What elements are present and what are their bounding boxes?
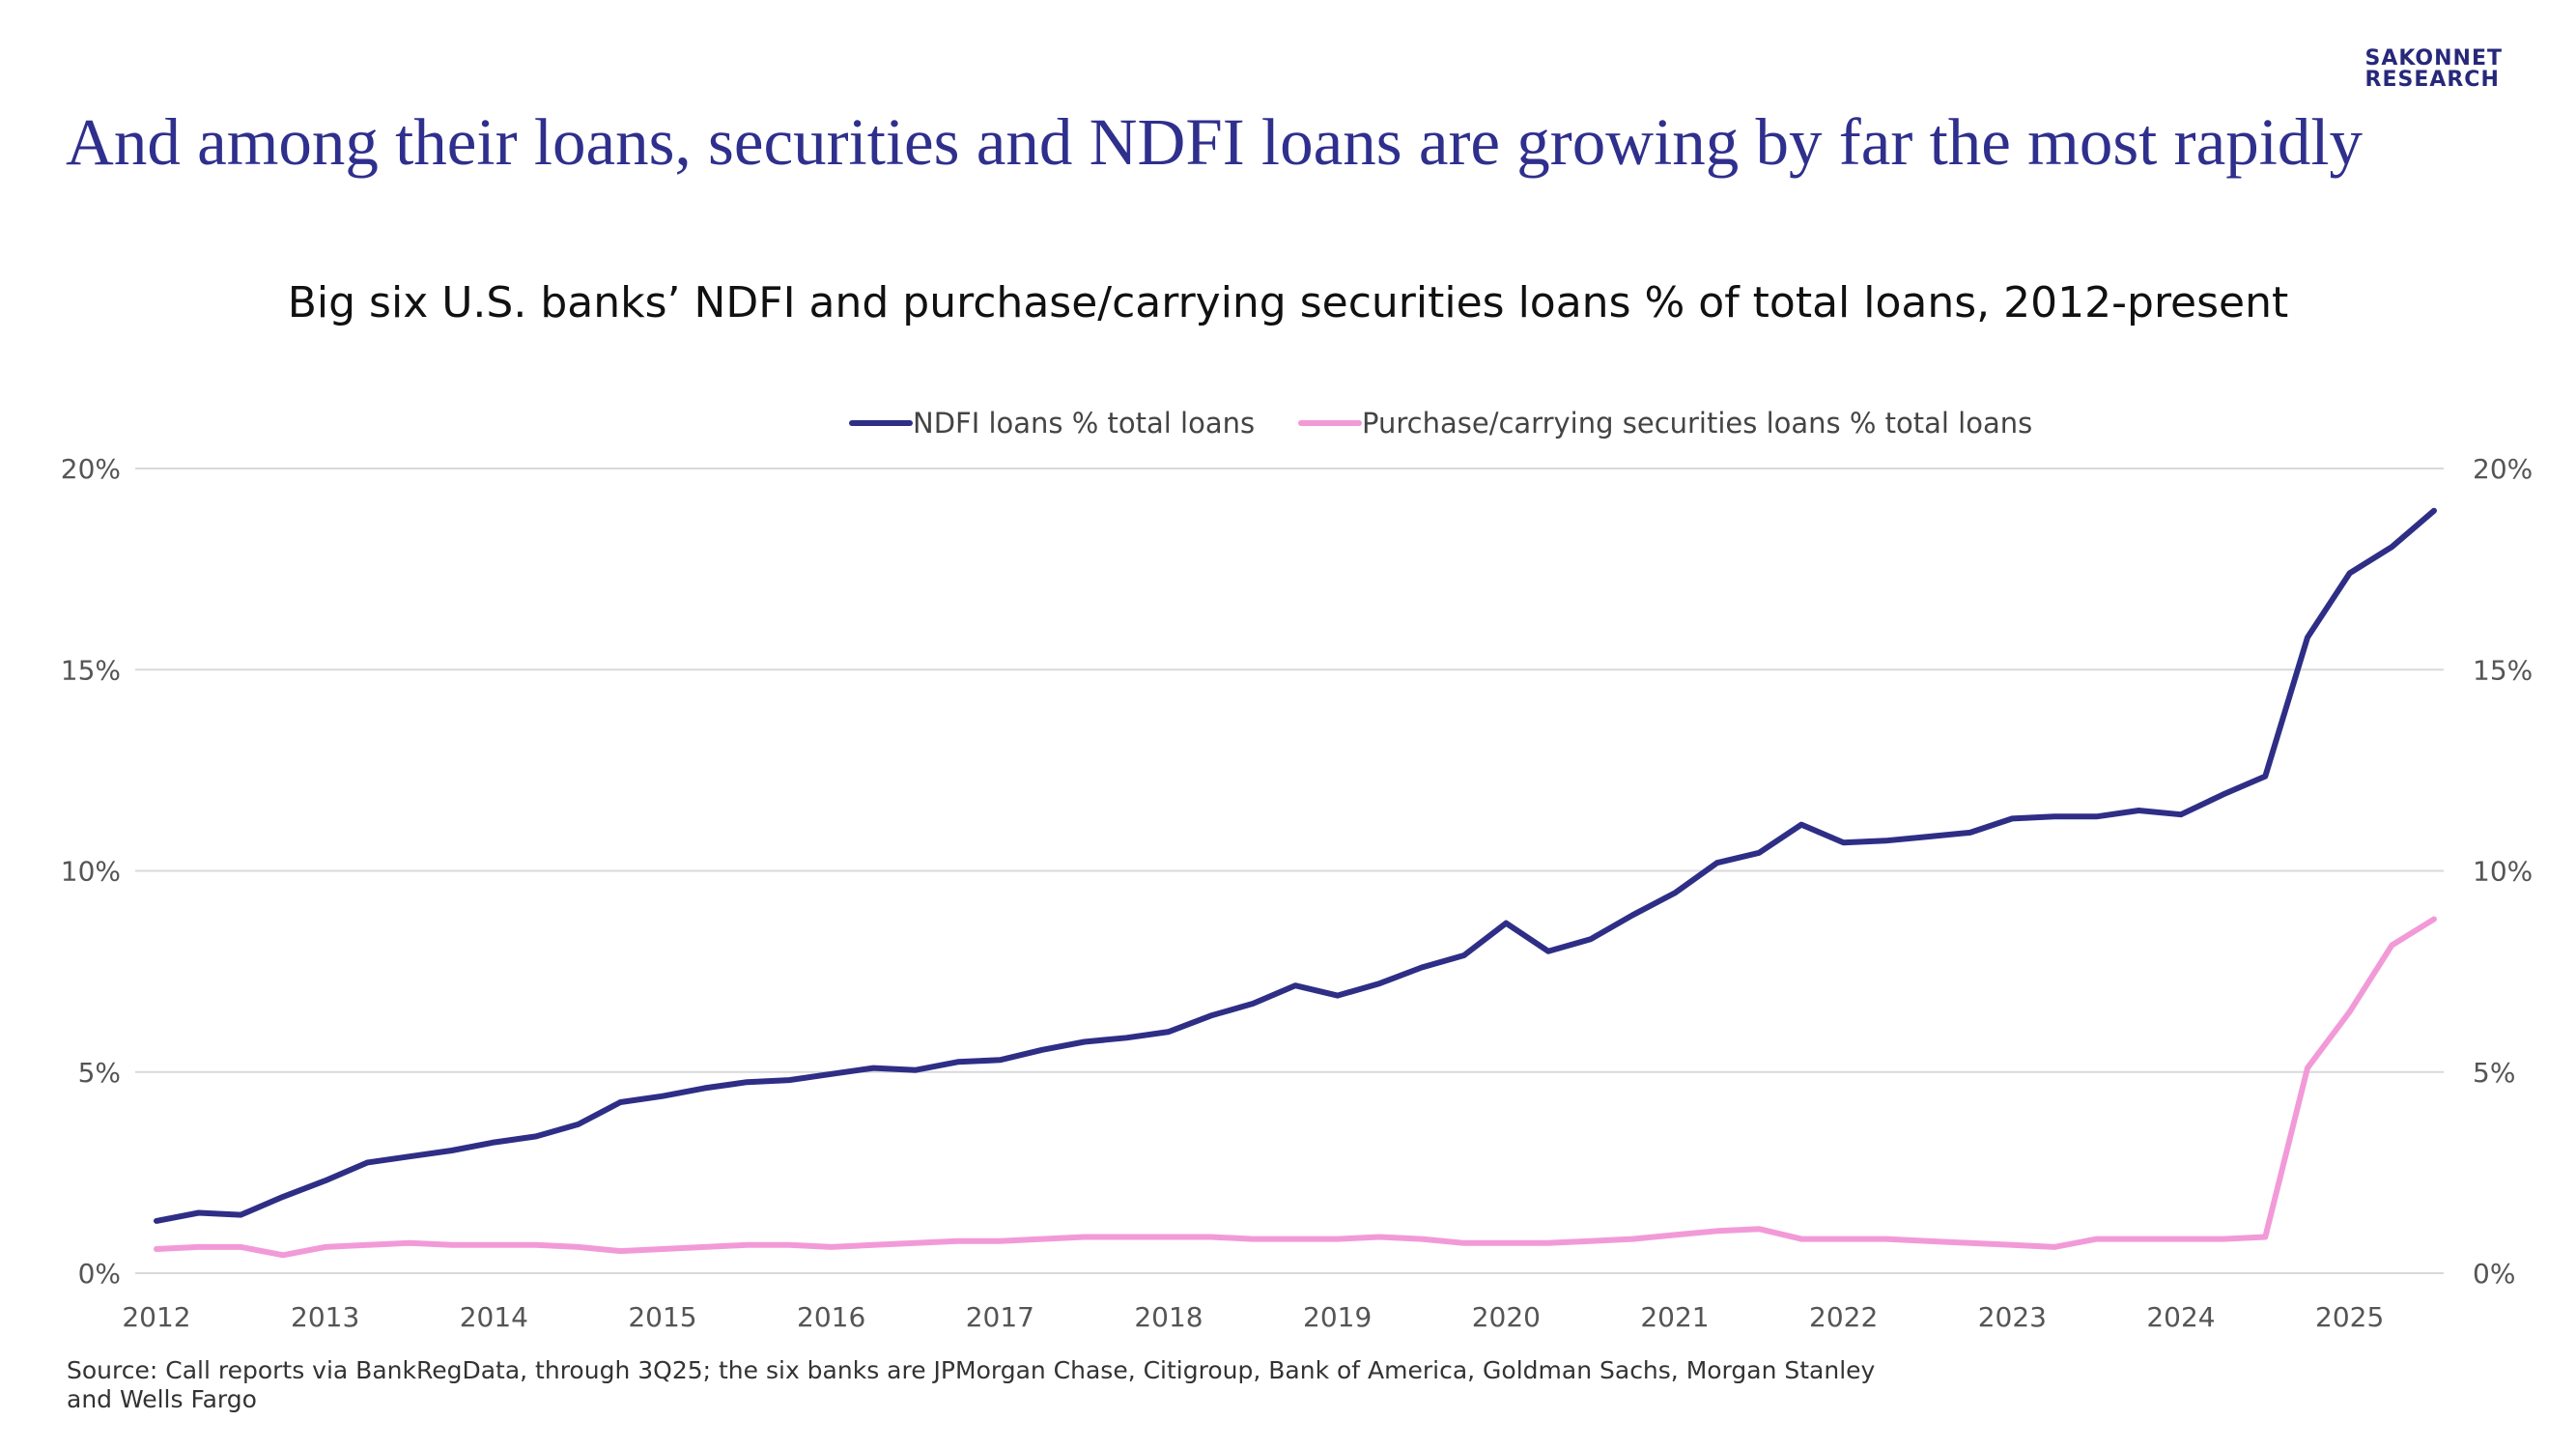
legend-label: Purchase/carrying securities loans % tot… [1362, 407, 2032, 440]
x-tick-label: 2013 [291, 1301, 359, 1333]
x-tick-label: 2020 [1472, 1301, 1541, 1333]
y-tick-label-left: 15% [61, 654, 121, 686]
series-line-securities [154, 916, 2437, 1259]
y-axis-right: 0% 5% 10% 15% 20% [2473, 453, 2533, 1290]
x-tick-label: 2015 [628, 1301, 696, 1333]
page-headline: And among their loans, securities and ND… [66, 105, 2364, 179]
y-tick-label-left: 10% [61, 856, 121, 888]
legend-item-ndfi: NDFI loans % total loans [849, 407, 1255, 440]
y-tick-label-left: 5% [78, 1057, 121, 1089]
y-tick-label-left: 20% [61, 453, 121, 485]
x-tick-label: 2023 [1978, 1301, 2047, 1333]
y-tick-label-right: 15% [2473, 654, 2533, 686]
x-axis: 2012 2013 2014 2015 2016 2017 2018 2019 2020 2021… [122, 1301, 2384, 1333]
series-lines [154, 507, 2437, 1259]
gridlines [135, 468, 2444, 1274]
x-tick-label: 2017 [966, 1301, 1034, 1333]
y-tick-label-right: 0% [2473, 1258, 2515, 1290]
brand-line-1: SAKONNET [2364, 46, 2503, 71]
source-note: Source: Call reports via BankRegData, th… [67, 1356, 1876, 1413]
brand-logo: SAKONNET RESEARCH [2365, 48, 2504, 91]
chart-title: Big six U.S. banks’ NDFI and purchase/ca… [287, 278, 2289, 327]
x-tick-label: 2021 [1640, 1301, 1709, 1333]
x-tick-label: 2024 [2146, 1301, 2215, 1333]
y-tick-label-right: 10% [2473, 856, 2533, 888]
y-axis-left: 0% 5% 10% 15% 20% [61, 453, 121, 1290]
brand-line-2: RESEARCH [2364, 68, 2500, 92]
y-tick-label-right: 5% [2473, 1057, 2515, 1089]
x-tick-label: 2018 [1134, 1301, 1203, 1333]
y-tick-label-right: 20% [2473, 453, 2533, 485]
x-tick-label: 2016 [797, 1301, 865, 1333]
y-tick-label-left: 0% [78, 1258, 121, 1290]
x-tick-label: 2012 [122, 1301, 190, 1333]
x-tick-label: 2014 [460, 1301, 528, 1333]
x-tick-label: 2025 [2315, 1301, 2384, 1333]
x-tick-label: 2022 [1809, 1301, 1878, 1333]
legend-item-securities: Purchase/carrying securities loans % tot… [1298, 407, 2032, 440]
series-line-ndfi [154, 507, 2437, 1224]
legend-label: NDFI loans % total loans [913, 407, 1255, 440]
legend: NDFI loans % total loans Purchase/carryin… [849, 407, 2032, 440]
x-tick-label: 2019 [1303, 1301, 1372, 1333]
